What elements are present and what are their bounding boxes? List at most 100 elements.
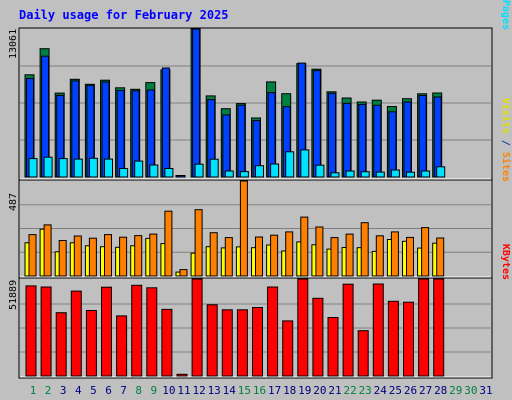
x-tick-label: 8 bbox=[135, 384, 142, 397]
bar-kbytes-day-13 bbox=[206, 304, 218, 377]
bar-pages-day-7 bbox=[119, 168, 129, 178]
x-tick-label: 3 bbox=[60, 384, 67, 397]
bar-sites-day-8 bbox=[134, 235, 143, 277]
axis-title-part-top-4: Pages bbox=[500, 0, 511, 30]
panel-middle: 487 Visits / Sites bbox=[8, 98, 512, 279]
bar-sites-day-20 bbox=[315, 226, 324, 277]
bar-kbytes-day-26 bbox=[403, 301, 414, 377]
bar-sites-day-11 bbox=[179, 269, 188, 277]
panel-bottom: 51889 KBytes bbox=[8, 244, 511, 379]
y-max-label-middle: 487 bbox=[8, 193, 19, 211]
y-max-label-bottom: 51889 bbox=[8, 280, 19, 310]
bar-pages-day-3 bbox=[58, 158, 68, 178]
x-tick-label: 29 bbox=[449, 384, 462, 397]
bar-sites-day-3 bbox=[58, 240, 67, 277]
bar-kbytes-day-15 bbox=[236, 309, 248, 377]
bar-pages-day-12 bbox=[194, 163, 204, 178]
x-tick-label: 24 bbox=[374, 384, 388, 397]
x-tick-label: 6 bbox=[105, 384, 112, 397]
bar-files-day-10 bbox=[161, 67, 170, 178]
x-axis-day-labels: 1 2 3 4 5 6 7 8 9 10 11 12 13 14 15 16 17 18 19 20 21 22 23 24 2… bbox=[30, 384, 493, 397]
bar-pages-day-16 bbox=[255, 165, 264, 178]
bar-sites-day-27 bbox=[421, 227, 430, 277]
bar-pages-day-5 bbox=[88, 157, 98, 178]
bar-pages-day-2 bbox=[43, 156, 53, 178]
bar-pages-day-1 bbox=[28, 158, 38, 178]
bar-kbytes-day-28 bbox=[433, 278, 445, 377]
bar-files-day-26 bbox=[403, 101, 412, 178]
bar-sites-day-2 bbox=[43, 224, 52, 277]
bar-files-day-22 bbox=[343, 102, 352, 178]
bar-kbytes-day-17 bbox=[267, 286, 279, 377]
bar-kbytes-day-4 bbox=[70, 290, 82, 377]
x-tick-label: 27 bbox=[419, 384, 432, 397]
bar-files-day-12 bbox=[192, 28, 201, 178]
bar-kbytes-day-23 bbox=[357, 330, 369, 377]
bar-files-day-27 bbox=[418, 95, 427, 178]
axis-title-part-middle-2: Sites bbox=[500, 152, 512, 182]
bar-kbytes-day-5 bbox=[85, 310, 97, 377]
x-tick-label: 21 bbox=[328, 384, 341, 397]
x-tick-label: 25 bbox=[389, 384, 402, 397]
bar-pages-day-22 bbox=[345, 170, 355, 178]
bar-sites-day-17 bbox=[270, 234, 279, 277]
bar-files-day-23 bbox=[358, 103, 367, 178]
x-tick-label: 7 bbox=[120, 384, 127, 397]
x-tick-label: 17 bbox=[268, 384, 281, 397]
bar-sites-day-15 bbox=[239, 180, 248, 277]
x-tick-label: 9 bbox=[150, 384, 157, 397]
bar-files-day-24 bbox=[373, 104, 382, 178]
x-tick-label: 22 bbox=[343, 384, 356, 397]
bar-files-day-20 bbox=[312, 70, 321, 178]
bar-pages-day-15 bbox=[239, 171, 249, 178]
chart-panels: 13061 Hits / Files / Pages 487 Visits / Sit… bbox=[8, 0, 512, 379]
bar-sites-day-25 bbox=[390, 231, 399, 277]
bar-sites-day-1 bbox=[28, 234, 37, 277]
bar-kbytes-day-1 bbox=[25, 285, 37, 377]
bar-kbytes-day-14 bbox=[221, 309, 233, 377]
x-tick-label: 30 bbox=[464, 384, 477, 397]
bar-kbytes-day-11 bbox=[176, 373, 188, 377]
bar-pages-day-10 bbox=[164, 168, 174, 178]
x-tick-label: 10 bbox=[162, 384, 175, 397]
bar-kbytes-day-19 bbox=[297, 278, 309, 377]
chart-title: Daily usage for February 2025 bbox=[19, 8, 229, 22]
bar-sites-day-16 bbox=[255, 236, 263, 277]
bar-files-day-11 bbox=[177, 175, 185, 178]
bar-files-day-15 bbox=[237, 104, 246, 178]
bar-files-day-14 bbox=[222, 114, 231, 178]
x-tick-label: 16 bbox=[253, 384, 266, 397]
bar-pages-day-6 bbox=[104, 158, 113, 178]
axis-title-part-middle-1: / bbox=[500, 134, 511, 152]
bar-pages-day-8 bbox=[134, 160, 144, 178]
bar-pages-day-24 bbox=[375, 171, 385, 178]
bar-files-day-7 bbox=[116, 89, 125, 178]
axis-title-middle: Visits / Sites bbox=[500, 98, 512, 182]
bar-sites-day-12 bbox=[194, 209, 203, 277]
bar-kbytes-day-2 bbox=[40, 286, 52, 377]
y-max-label-top: 13061 bbox=[8, 29, 19, 59]
bar-pages-day-14 bbox=[224, 170, 234, 178]
bar-kbytes-day-12 bbox=[191, 278, 203, 377]
bar-kbytes-day-7 bbox=[116, 315, 128, 377]
bar-sites-day-28 bbox=[436, 237, 445, 277]
bar-sites-day-5 bbox=[88, 237, 97, 277]
bar-pages-day-20 bbox=[315, 164, 325, 178]
axis-title-part-bottom-0: KBytes bbox=[500, 244, 511, 280]
x-tick-label: 5 bbox=[90, 384, 97, 397]
bar-sites-day-23 bbox=[360, 222, 369, 277]
bar-sites-day-24 bbox=[375, 235, 384, 277]
x-tick-label: 18 bbox=[283, 384, 296, 397]
bar-pages-day-26 bbox=[406, 171, 415, 178]
bar-sites-day-7 bbox=[119, 236, 128, 277]
bar-sites-day-9 bbox=[149, 233, 158, 277]
x-tick-label: 15 bbox=[238, 384, 251, 397]
bar-pages-day-9 bbox=[149, 164, 159, 178]
bar-pages-day-17 bbox=[270, 163, 280, 178]
bar-sites-day-19 bbox=[300, 216, 309, 277]
bar-pages-day-21 bbox=[330, 172, 340, 178]
bar-pages-day-27 bbox=[421, 170, 431, 178]
bar-sites-day-22 bbox=[345, 233, 354, 277]
x-tick-label: 28 bbox=[434, 384, 447, 397]
x-tick-label: 1 bbox=[30, 384, 37, 397]
